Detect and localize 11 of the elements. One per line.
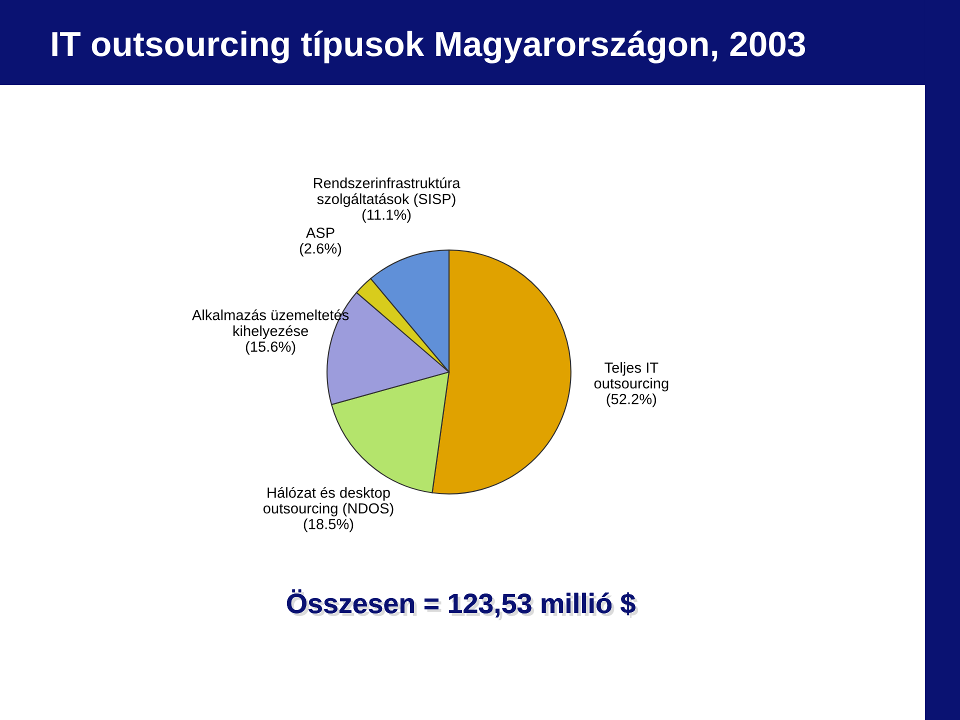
data-label: (18.5%) — [304, 518, 354, 532]
data-label: (52.2%) — [606, 394, 656, 408]
text: Összesen = 123,53 millió $ — [287, 589, 638, 620]
slice-label: ASP — [306, 228, 334, 238]
data-label: (15.6%) — [246, 341, 296, 355]
data-label: (11.1%) — [362, 209, 411, 223]
slice-label: Hálózat és desktop outsourcing (NDOS) — [263, 486, 394, 516]
slice-label: Teljes IT outsourcing — [594, 362, 668, 392]
data-label: (2.6%) — [300, 242, 342, 257]
slice-label: Rendszerinfrastruktúra szolgáltatások (SISP) — [314, 177, 460, 208]
chart-title: IT outsourcing típusok Magyarországon, 2003 — [52, 30, 806, 64]
